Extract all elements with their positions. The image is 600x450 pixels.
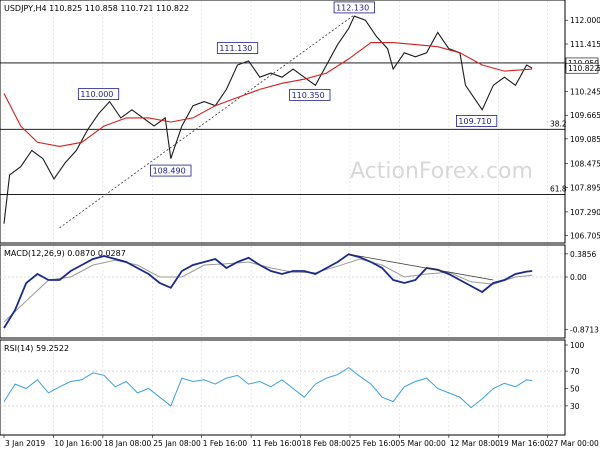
rsi-tick-label: 30: [570, 402, 580, 411]
fib-label: 61.8: [550, 184, 567, 193]
annotation-box: [289, 88, 331, 101]
annotation-box: [150, 164, 192, 177]
x-tick-label: 1 Feb 16:00: [203, 439, 248, 448]
annotation-label: 111.130: [219, 44, 252, 53]
annotation-label: 108.490: [153, 167, 186, 176]
x-tick-label: 12 Mar 08:00: [450, 439, 500, 448]
annotation-label: 112.130: [336, 3, 369, 12]
macd-trendline: [348, 253, 494, 281]
macd-panel: [0, 244, 566, 339]
rsi-tick-label: 70: [570, 367, 580, 376]
price-levels: 38.2 61.8: [0, 14, 567, 229]
price-tick-label: 111.415: [570, 40, 600, 49]
price-tick-label: 107.290: [570, 208, 600, 217]
price-title: USDJPY,H4 110.825 110.858 110.721 110.82…: [4, 4, 189, 13]
x-tick-label: 10 Jan 16:00: [54, 439, 102, 448]
price-y-ticks: 112.000111.415110.825110.245109.665109.0…: [565, 16, 600, 241]
x-tick-label: 18 Jan 08:00: [104, 439, 152, 448]
macd-line: [3, 253, 533, 329]
annotation-label: 110.000: [80, 90, 113, 99]
annotation-box: [77, 88, 120, 101]
price-tick-label: 109.665: [570, 111, 600, 120]
price-grid: [3, 1, 549, 434]
x-tick-label: 27 Mar 00:00: [549, 439, 599, 448]
macd-tick-label: 0.00: [570, 273, 587, 282]
x-tick-label: 5 Mar 00:00: [400, 439, 446, 448]
annotation-label: 110.350: [292, 91, 325, 100]
macd-y-ticks: 0.3856 0.00 -0.8713: [565, 250, 599, 334]
current-price-label-box: [565, 62, 599, 74]
rsi-tick-label: 100: [570, 341, 585, 350]
price-tick-label: 110.245: [570, 88, 600, 97]
rsi-line: [3, 366, 533, 409]
rsi-tick-label: 50: [570, 385, 580, 394]
macd-lines: [0, 253, 565, 329]
annotation-box: [216, 42, 259, 55]
rsi-panel: [0, 339, 566, 436]
price-tick-label: 107.895: [570, 183, 600, 192]
macd-tick-label: -0.8713: [570, 325, 599, 334]
current-price-label: 110.822: [568, 64, 599, 73]
price-tick-label: 108.475: [570, 160, 600, 169]
x-tick-label: 11 Feb 16:00: [252, 439, 301, 448]
price-annotations: 112.130 111.130 110.350 110.000 108.490 109.7…: [77, 1, 498, 177]
rsi-y-ticks: 100 70 50 30: [565, 341, 585, 411]
price-tick-label: 112.000: [570, 16, 600, 25]
annotation-box: [455, 115, 498, 127]
x-tick-label: 3 Jan 2019: [5, 439, 45, 448]
trendline: [59, 14, 355, 229]
fib-label: 38.2: [550, 119, 567, 128]
price-tick-label: 109.085: [570, 135, 600, 144]
macd-tick-label: 0.3856: [570, 250, 596, 259]
watermark: ActionForex.com: [350, 159, 533, 184]
moving-average-line: [3, 42, 533, 147]
rsi-label: RSI(14) 59.2522: [4, 344, 69, 353]
price-lines: [3, 15, 533, 224]
x-tick-label: 25 Feb 16:00: [351, 439, 400, 448]
annotation-box: [333, 1, 375, 14]
x-tick-label: 18 Feb 08:00: [302, 439, 351, 448]
x-tick-label: 25 Jan 08:00: [153, 439, 201, 448]
x-tick-label: 19 Mar 16:00: [499, 439, 549, 448]
annotation-label: 109.710: [458, 117, 491, 126]
price-tick-label: 106.705: [570, 232, 600, 241]
x-axis-ticks: 3 Jan 2019 10 Jan 16:00 18 Jan 08:00 25 Jan…: [3, 435, 599, 448]
rsi-lines: [0, 366, 565, 409]
macd-label: MACD(12,26,9) 0.0870 0.0287: [4, 249, 126, 258]
